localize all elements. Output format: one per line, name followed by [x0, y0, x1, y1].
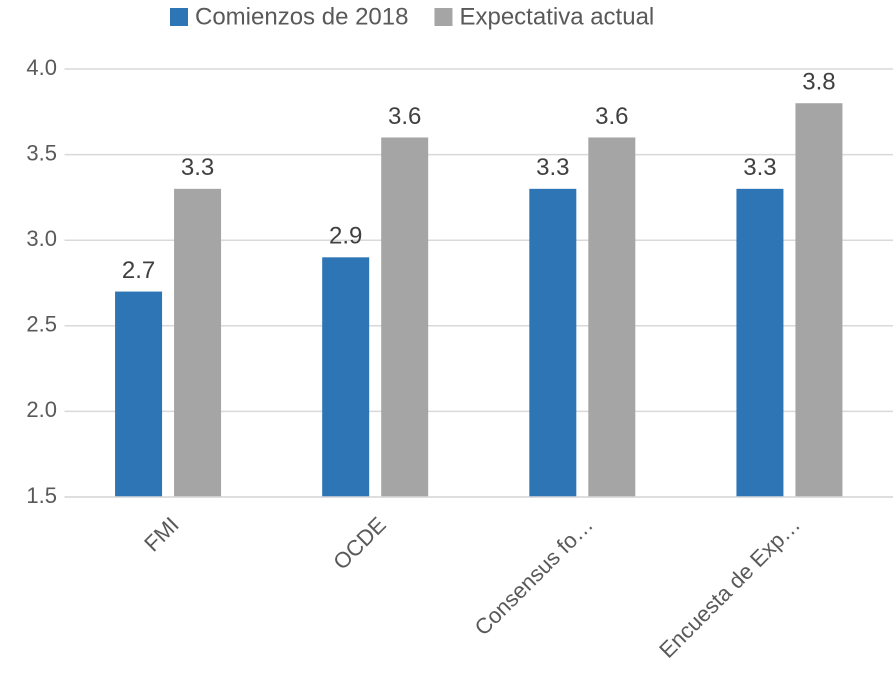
value-label: 3.3: [536, 154, 569, 181]
bar: [115, 291, 163, 497]
value-label: 3.3: [181, 154, 214, 181]
value-label: 3.6: [595, 103, 628, 130]
y-tick-label: 2.0: [26, 397, 57, 422]
legend-label: Expectativa actual: [459, 3, 654, 30]
value-label: 3.6: [388, 103, 421, 130]
y-tick-label: 2.5: [26, 312, 57, 337]
y-tick-label: 1.5: [26, 483, 57, 508]
x-tick-label: FMI: [139, 512, 183, 556]
value-label: 3.3: [743, 154, 776, 181]
value-label: 2.9: [329, 223, 362, 250]
y-tick-label: 3.0: [26, 226, 57, 251]
bar: [381, 137, 429, 498]
bar: [529, 188, 577, 497]
bar: [322, 257, 370, 497]
y-tick-label: 3.5: [26, 140, 57, 165]
x-tick-label: OCDE: [328, 512, 391, 575]
legend-swatch: [170, 8, 188, 26]
x-tick-label: Encuesta de Exp…: [654, 512, 805, 663]
y-tick-label: 4.0: [26, 55, 57, 80]
bar: [736, 188, 784, 497]
bar: [174, 188, 222, 497]
bar: [588, 137, 636, 498]
legend-label: Comienzos de 2018: [195, 3, 408, 30]
value-label: 3.8: [802, 69, 835, 96]
x-tick-label: Consensus fo…: [470, 512, 598, 640]
value-label: 2.7: [122, 257, 155, 284]
bar: [795, 103, 843, 498]
legend-swatch: [434, 8, 453, 26]
